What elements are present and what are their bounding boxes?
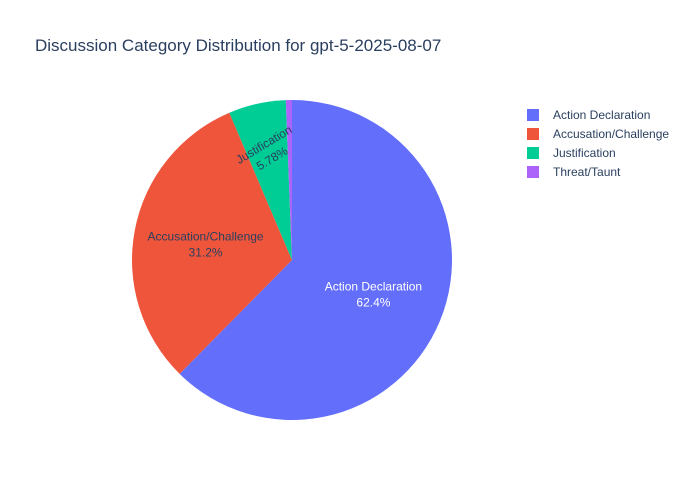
pie-slices: [131, 99, 452, 420]
slice-label-accusation-challenge: Accusation/Challenge 31.2%: [148, 230, 264, 260]
legend-item-justification[interactable]: Justification: [527, 146, 616, 160]
legend-label: Action Declaration: [553, 108, 650, 122]
pie-slice-justification[interactable]: [229, 100, 292, 261]
legend-label: Accusation/Challenge: [553, 127, 669, 141]
legend-label: Justification: [553, 146, 616, 160]
pie-slice-accusation-challenge[interactable]: [131, 112, 292, 374]
legend[interactable]: Action Declaration Accusation/Challenge Ju…: [527, 108, 669, 179]
legend-swatch: [527, 128, 539, 140]
legend-swatch: [527, 166, 539, 178]
legend-item-accusation-challenge[interactable]: Accusation/Challenge: [527, 127, 669, 141]
legend-swatch: [527, 109, 539, 121]
slice-label-name: Action Declaration: [325, 279, 422, 293]
slice-label-action-declaration: Action Declaration 62.4%: [325, 279, 422, 309]
pie-slice-action-declaration[interactable]: [179, 100, 452, 420]
slice-label-percent: 62.4%: [356, 295, 390, 309]
chart-title: Discussion Category Distribution for gpt…: [35, 36, 441, 55]
legend-item-action-declaration[interactable]: Action Declaration: [527, 108, 650, 122]
legend-item-threat-taunt[interactable]: Threat/Taunt: [527, 165, 621, 179]
legend-label: Threat/Taunt: [553, 165, 621, 179]
pie-slice-threat-taunt[interactable]: [285, 99, 292, 260]
slice-label-percent: 31.2%: [189, 246, 223, 260]
legend-swatch: [527, 147, 539, 159]
slice-label-name: Accusation/Challenge: [148, 230, 264, 244]
